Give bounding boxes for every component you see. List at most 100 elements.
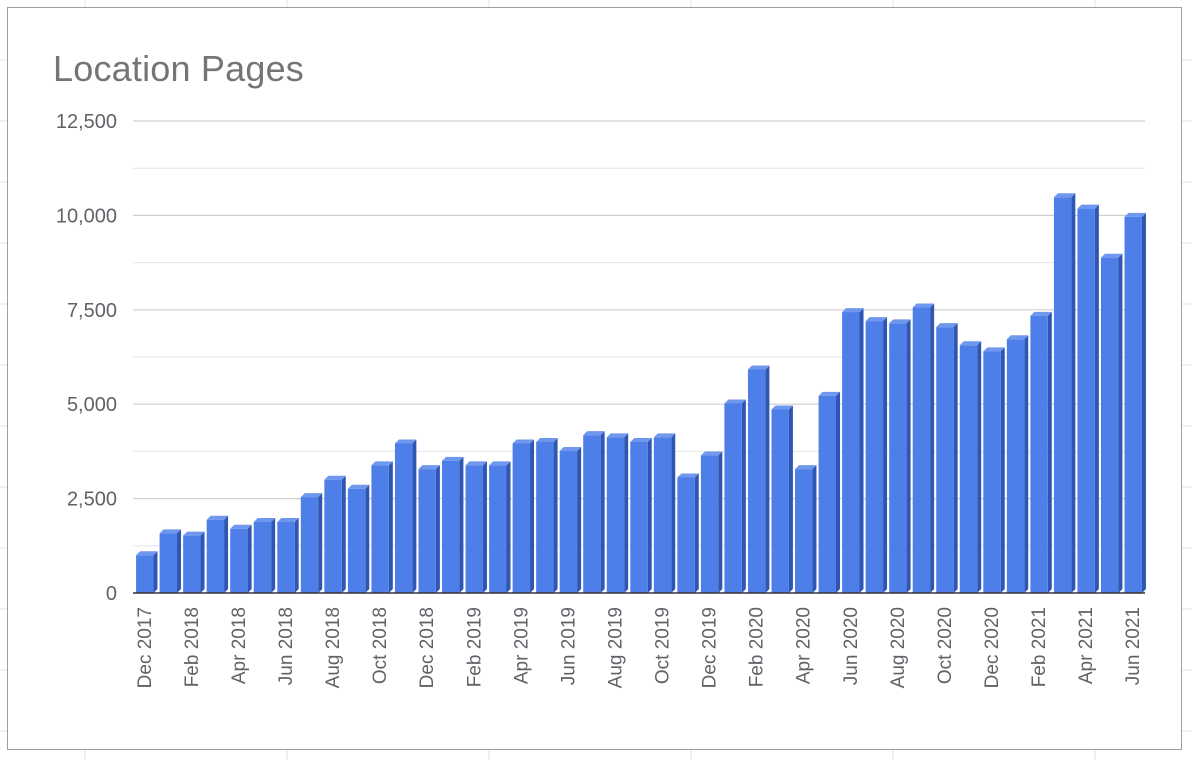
bar-side [977, 341, 982, 593]
chart-title: Location Pages [53, 48, 304, 89]
bar [230, 524, 252, 593]
bar-side [930, 303, 935, 593]
bar-top [1100, 253, 1123, 258]
x-tick-label: Feb 2020 [747, 607, 768, 687]
bar [136, 551, 158, 593]
bar-side [506, 461, 511, 593]
bar-top [206, 515, 229, 520]
bar-side [671, 433, 676, 593]
bar-top [536, 437, 558, 442]
bar [183, 531, 205, 593]
x-tick-label: Apr 2020 [794, 607, 815, 684]
bar [536, 437, 558, 593]
bar-top [183, 531, 205, 536]
bar [653, 433, 676, 593]
bar-side [1118, 253, 1123, 593]
bar-side [412, 439, 417, 593]
bars [136, 193, 1146, 593]
bar [912, 303, 935, 593]
bar [677, 473, 699, 593]
bar-side [953, 323, 958, 593]
bar-front [1100, 257, 1119, 593]
axes: 0 2,500 5,000 7,500 10,000 12,500 Dec 2017 Feb … [56, 111, 1145, 688]
bar-top [724, 399, 746, 404]
y-tick-label: 7,500 [67, 300, 117, 322]
bar-top [818, 391, 840, 396]
x-tick-label: Apr 2018 [229, 607, 250, 684]
bar-top [253, 518, 276, 523]
bar-top [1030, 311, 1052, 316]
x-tick-label: Dec 2020 [982, 607, 1003, 688]
bar-top [489, 461, 511, 466]
bar-top [653, 433, 676, 438]
bar-side [741, 399, 746, 593]
bar [936, 323, 958, 593]
bar-side [577, 447, 582, 593]
bar-top [677, 473, 699, 478]
bar-top [889, 319, 911, 324]
bar-front [983, 351, 1001, 593]
bar-side [624, 433, 629, 593]
bar-top [583, 431, 605, 436]
bar [559, 447, 582, 593]
bar-side [388, 461, 393, 593]
bar [324, 475, 346, 593]
y-tick-label: 5,000 [67, 394, 117, 416]
bar-front [206, 519, 225, 593]
x-tick-label: Oct 2019 [653, 607, 674, 684]
bar [1030, 311, 1052, 593]
x-tick-label: Jun 2019 [558, 607, 579, 685]
bar-side [1094, 204, 1099, 593]
x-tick-label: Feb 2021 [1029, 607, 1050, 687]
bar-side [1141, 212, 1146, 593]
bar-front [865, 321, 884, 593]
bar-front [747, 369, 766, 593]
x-tick-label: Jun 2018 [276, 607, 297, 685]
bar [983, 347, 1005, 593]
bar [300, 493, 323, 593]
x-tick-label: Dec 2018 [417, 607, 438, 688]
bar-top [747, 365, 770, 370]
bar-top [1006, 335, 1029, 340]
bar-top [324, 475, 346, 480]
bar [818, 391, 840, 593]
bar [889, 319, 911, 593]
bar-side [812, 465, 817, 593]
bar [959, 341, 982, 593]
bar [512, 439, 535, 593]
bar-front [771, 409, 789, 593]
bar-side [1047, 311, 1052, 593]
bar-top [559, 447, 582, 452]
bar-front [818, 395, 836, 593]
bar-front [253, 522, 272, 593]
bar [700, 451, 723, 593]
bar-side [765, 365, 770, 593]
bar-top [1077, 204, 1099, 209]
x-tick-label: Apr 2021 [1076, 607, 1097, 684]
bar [465, 461, 487, 593]
bar [489, 461, 511, 593]
y-tick-label: 12,500 [56, 111, 117, 133]
x-tick-label: Dec 2017 [135, 607, 156, 688]
bar-front [700, 455, 719, 593]
bar-side [718, 451, 723, 593]
bar-side [341, 475, 346, 593]
bar [442, 456, 464, 593]
bar-front [489, 465, 507, 593]
bar-side [694, 473, 699, 593]
bar-side [553, 437, 558, 593]
bar-side [647, 437, 652, 593]
bar-top [842, 308, 864, 313]
bar [1077, 204, 1099, 593]
x-tick-label: Dec 2019 [700, 607, 721, 688]
bar-top [795, 465, 817, 470]
bar-front [606, 437, 625, 593]
bar-front [300, 497, 319, 593]
bar-side [294, 518, 299, 593]
bar-side [859, 308, 864, 593]
bar-top [394, 439, 417, 444]
bar [347, 484, 370, 593]
bar [1053, 193, 1076, 593]
bar-top [442, 456, 464, 461]
x-tick-label: Oct 2020 [935, 607, 956, 684]
